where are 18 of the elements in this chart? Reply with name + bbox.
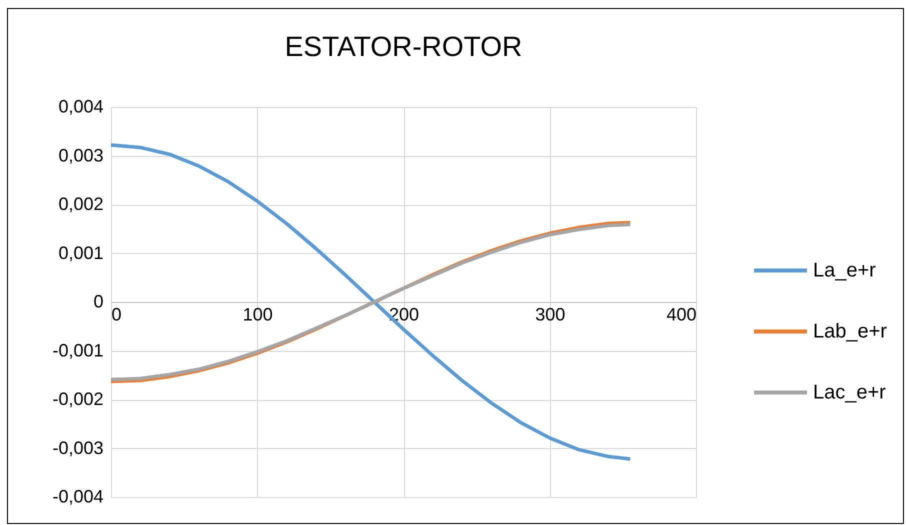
y-tick-label: -0,004: [52, 486, 104, 506]
y-tick-label: -0,003: [52, 438, 104, 458]
y-tick-label: 0: [93, 292, 104, 312]
legend-label: Lac_e+r: [813, 382, 886, 404]
chart-title: ESTATOR-ROTOR: [284, 31, 522, 62]
legend-label: La_e+r: [813, 260, 876, 282]
y-tick-label: -0,002: [52, 389, 104, 409]
x-tick-label: 0: [112, 304, 122, 324]
line-series: [109, 143, 632, 461]
x-tick-label: 100: [242, 304, 273, 324]
y-tick-label: 0,004: [58, 96, 104, 116]
legend-label: Lab_e+r: [813, 320, 888, 342]
y-tick-label: -0,001: [52, 340, 104, 360]
y-tick-label: 0,001: [58, 242, 104, 263]
x-tick-label: 400: [666, 304, 696, 324]
y-tick-label: 0,002: [58, 194, 104, 214]
x-tick-label: 300: [535, 304, 566, 324]
y-tick-label: 0,003: [58, 145, 104, 166]
